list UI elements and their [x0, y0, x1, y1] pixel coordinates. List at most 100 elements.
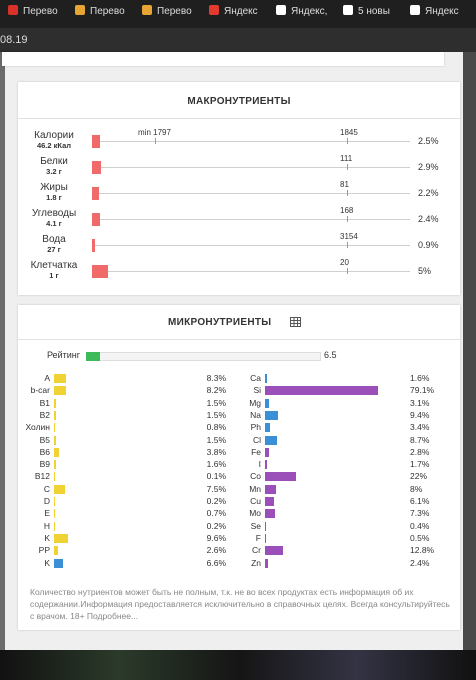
micro-percent: 0.5% [410, 532, 430, 543]
micro-name: Mn [249, 483, 261, 494]
micro-name: C [43, 483, 50, 494]
divider [18, 339, 460, 340]
tab-label: Яндекс [425, 6, 459, 17]
nutrient-amount: 46.2 кКал [36, 141, 72, 150]
micro-percent: 1.6% [206, 459, 226, 470]
micro-name: Cr [252, 545, 261, 556]
micro-bar [54, 509, 55, 519]
micro-percent: 12.8% [410, 545, 435, 556]
micro-bar [265, 447, 269, 457]
nutrient-amount: 27 г [47, 245, 61, 254]
tab-label: 5 новы [358, 6, 390, 17]
tab-label: Перево [157, 6, 192, 17]
percent: 2.5% [418, 136, 439, 146]
micro-card: МИКРОНУТРИЕНТЫ Рейтинг 6.5 Количество ну… [18, 305, 460, 630]
tab[interactable]: Перево [75, 5, 135, 23]
micro-percent: 3.8% [206, 446, 226, 457]
micro-percent: 0.2% [206, 496, 226, 506]
norm-label: 3154 [340, 232, 358, 241]
micro-percent: 6.1% [410, 496, 430, 506]
micro-name: Fe [251, 446, 261, 457]
micro-percent: 0.1% [206, 471, 226, 482]
macro-card: МАКРОНУТРИЕНТЫ Калории 46.2 кКал min 1797 1… [18, 82, 460, 295]
micro-bar [265, 497, 274, 506]
micro-percent: 8.7% [410, 434, 430, 445]
percent: 5% [418, 266, 432, 276]
norm-tick [347, 242, 348, 248]
micro-name: K [44, 532, 50, 543]
micro-bar [265, 435, 278, 445]
card-top [2, 52, 444, 66]
micro-bar [265, 374, 268, 383]
tab[interactable]: Яндекс [410, 5, 470, 23]
micro-bar [265, 410, 279, 420]
micro-name: Cu [250, 496, 261, 506]
micro-bar [54, 546, 58, 556]
micro-percent: 9.4% [410, 409, 430, 420]
tab-bar: Перево Перево Перево Яндекс Яндекс, 5 новы Янд… [0, 0, 476, 28]
micro-percent: 7.5% [206, 483, 226, 494]
norm-label: 1845 [340, 128, 358, 137]
micro-title: МИКРОНУТРИЕНТЫ [168, 317, 272, 328]
nutrient-name: Клетчатка [30, 260, 78, 271]
micro-percent: 79.1% [410, 385, 435, 396]
micro-name: Cl [252, 434, 261, 445]
micro-bar [54, 435, 57, 445]
micro-name: F [255, 532, 261, 543]
micro-name: Mg [249, 397, 261, 408]
micro-name: Se [250, 520, 261, 531]
micro-name: A [44, 373, 50, 383]
micro-bar [54, 472, 55, 482]
tab[interactable]: Яндекс, [276, 5, 336, 23]
norm-tick [347, 190, 348, 196]
tab[interactable]: Перево [142, 5, 202, 23]
micro-bar [54, 398, 57, 408]
micro-bar [54, 484, 65, 494]
tab[interactable]: 5 новы [343, 5, 403, 23]
scrollbar[interactable] [463, 52, 476, 650]
micro-name: B6 [39, 446, 50, 457]
micro-percent: 0.4% [410, 520, 430, 531]
micro-bar [265, 509, 276, 519]
micro-name: Холин [25, 422, 50, 433]
tab-label: Перево [23, 6, 58, 17]
rating-bar [86, 352, 100, 361]
micro-bar [265, 558, 269, 568]
micro-bar [265, 398, 270, 408]
micro-percent: 3.4% [410, 422, 430, 433]
micro-percent: 1.7% [410, 459, 430, 470]
norm-label: 81 [340, 180, 349, 189]
note: Количество нутриентов может быть не полн… [30, 587, 450, 621]
micro-bar [265, 423, 270, 433]
bar [92, 187, 99, 200]
bar [92, 265, 108, 278]
bar [92, 213, 100, 226]
tab[interactable]: Перево [8, 5, 68, 23]
nutrient-amount: 3.2 г [46, 167, 62, 176]
min-tick [155, 138, 156, 144]
micro-name: Si [253, 385, 261, 396]
micro-name: B9 [39, 459, 50, 470]
norm-tick [347, 268, 348, 274]
micro-percent: 22% [410, 471, 428, 482]
micro-percent: 6.6% [206, 557, 226, 568]
micro-name: Ph [250, 422, 261, 433]
background-image [0, 650, 476, 680]
norm-tick [347, 138, 348, 144]
nutrient-name: Белки [40, 156, 68, 167]
nutrient-amount: 1 г [49, 271, 59, 280]
nutrient-name: Калории [34, 130, 74, 141]
micro-name: I [258, 459, 261, 470]
micro-bar [54, 410, 57, 420]
track [92, 245, 410, 246]
address-bar[interactable]: 08.19 [0, 28, 476, 52]
micro-bar [265, 472, 297, 482]
table-icon[interactable] [290, 317, 301, 327]
percent: 0.9% [418, 240, 439, 250]
micro-percent: 8% [410, 483, 423, 494]
micro-percent: 0.8% [206, 422, 226, 433]
micro-name: b-car [30, 385, 50, 396]
tab[interactable]: Яндекс [209, 5, 269, 23]
micro-bar [54, 497, 55, 506]
